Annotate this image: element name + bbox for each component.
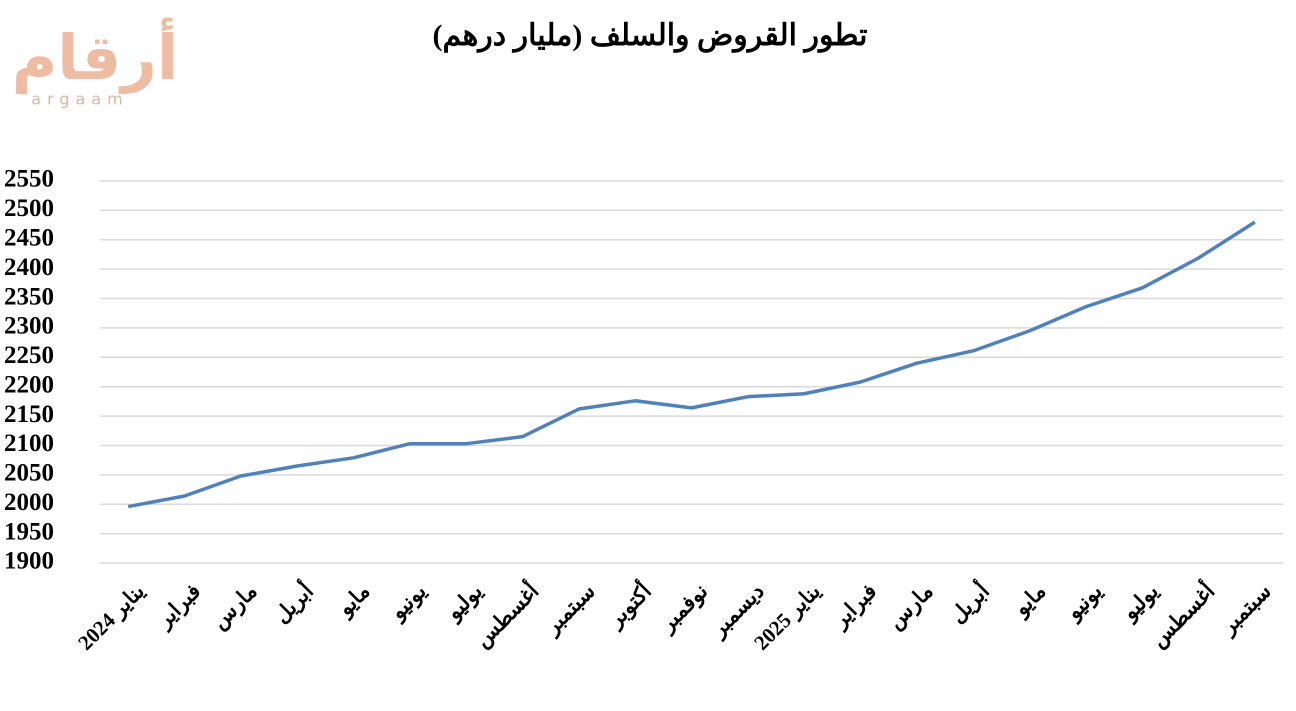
y-tick-label: 2000 (4, 489, 54, 516)
x-tick-label: سبتمبر (539, 579, 601, 641)
x-tick-label: يونيو (1060, 579, 1107, 626)
logo: أرقام (12, 17, 178, 95)
x-tick-label: يوليو (440, 579, 488, 627)
y-tick-label: 2250 (4, 342, 54, 369)
y-tick-label: 2550 (4, 166, 54, 193)
x-tick-label: نوفمبر (654, 579, 713, 638)
x-tick-label: مارس (207, 579, 262, 634)
y-tick-label: 2350 (4, 283, 54, 310)
x-tick-label: مارس (883, 579, 938, 634)
y-tick-label: 2050 (4, 460, 54, 487)
x-tick-label: أغسطس (468, 577, 544, 653)
x-tick-label: مايو (332, 579, 375, 622)
x-tick-label: يناير 2024 (73, 579, 150, 656)
x-tick-label: سبتمبر (1215, 579, 1277, 641)
y-tick-label: 2450 (4, 225, 54, 252)
logo-subtext: argaam (31, 90, 128, 109)
chart-title: تطور القروض والسلف (مليار درهم) (433, 19, 868, 53)
y-tick-label: 2300 (4, 313, 54, 340)
y-tick-label: 2500 (4, 195, 54, 222)
y-tick-label: 2400 (4, 254, 54, 281)
y-tick-label: 2200 (4, 371, 54, 398)
y-tick-label: 1900 (4, 548, 54, 575)
x-tick-label: يونيو (384, 579, 431, 626)
x-tick-label: أبريل (267, 577, 319, 629)
x-tick-label: أكتوبر (600, 577, 657, 634)
x-tick-label: أبريل (943, 577, 995, 629)
x-tick-label: مايو (1008, 579, 1051, 622)
y-tick-label: 2150 (4, 401, 54, 428)
y-tick-label: 2100 (4, 430, 54, 457)
x-tick-label: فبراير (827, 579, 882, 634)
line-series (127, 220, 1256, 509)
x-tick-label: أغسطس (1144, 577, 1220, 653)
x-tick-label: يوليو (1116, 579, 1164, 627)
x-tick-label: فبراير (151, 579, 206, 634)
y-tick-label: 1950 (4, 518, 54, 545)
